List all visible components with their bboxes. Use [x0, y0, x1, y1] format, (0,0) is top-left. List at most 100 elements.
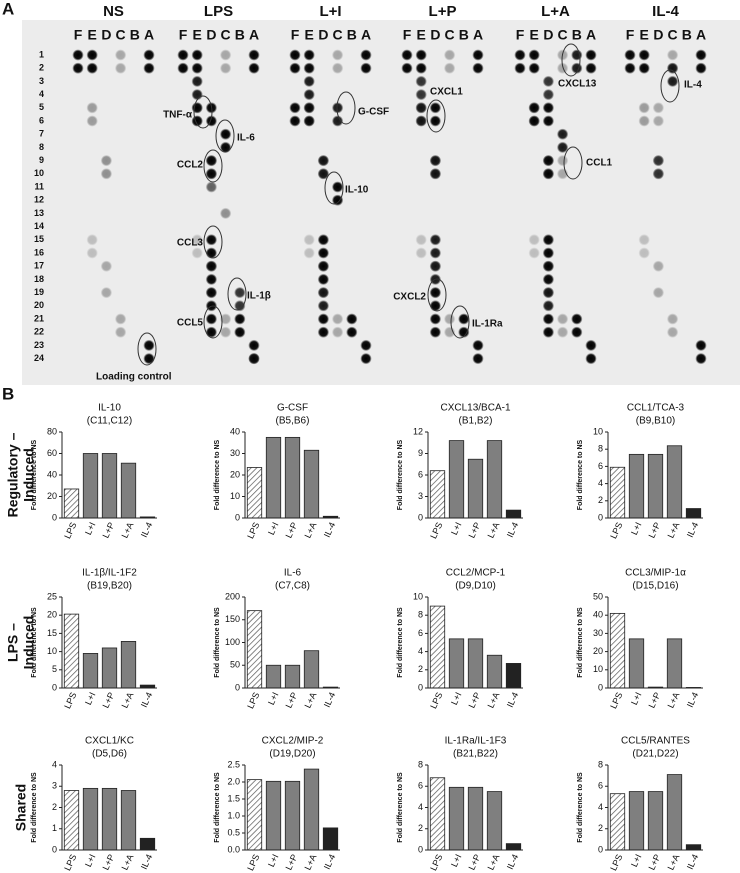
blot-spot: [220, 326, 232, 338]
blot-spot: [360, 353, 372, 365]
bar: [505, 663, 522, 689]
lane-label: C: [333, 27, 343, 43]
blot-spot: [528, 62, 540, 74]
blot-spot: [542, 247, 554, 259]
blot-spot: [528, 234, 540, 246]
bar: [685, 844, 702, 851]
y-tick-label: 6: [598, 781, 603, 791]
annotation: IL-1Ra: [472, 319, 503, 330]
y-tick-label: 40: [593, 610, 603, 620]
x-tick-label: L+I: [449, 691, 463, 707]
chart-title: IL-6: [284, 568, 302, 579]
chart-subtitle: (D15,D16): [632, 581, 678, 592]
annotation: CXCL1: [430, 87, 463, 98]
blot-spot: [585, 62, 597, 74]
row-label: 2: [39, 63, 44, 73]
blot-spot: [248, 339, 260, 351]
annotation: IL-4: [684, 80, 702, 91]
lane-label: F: [291, 27, 300, 43]
chart-title: IL-1β/IL-1F2: [82, 568, 137, 579]
y-axis-label: Fold difference to NS: [31, 439, 38, 510]
y-tick-label: 2: [418, 664, 423, 674]
blot-spot: [115, 313, 127, 325]
bar: [265, 780, 282, 851]
bar: [486, 654, 503, 689]
blot-spot: [638, 49, 650, 61]
x-tick-label: LPS: [608, 853, 624, 873]
bar: [120, 641, 137, 689]
y-axis-label: Fold difference to NS: [214, 607, 221, 678]
blot-spot: [317, 313, 329, 325]
lane-label: F: [74, 27, 83, 43]
row-label: 17: [34, 261, 44, 271]
chart-subtitle: (B21,B22): [453, 749, 498, 760]
annotation: TNF-α: [163, 110, 193, 121]
blot-spot: [115, 49, 127, 61]
blot-spot: [317, 326, 329, 338]
blot-spot: [205, 234, 217, 246]
blot-spot: [86, 102, 98, 114]
x-tick-label: L+P: [467, 521, 483, 540]
x-tick-label: L+A: [486, 853, 502, 872]
blot-spot: [528, 247, 540, 259]
x-tick-label: IL-4: [322, 691, 338, 709]
bar: [246, 467, 263, 519]
blot-spot: [100, 260, 112, 272]
x-tick-label: L+A: [486, 691, 502, 710]
bar: [429, 605, 446, 689]
bar: [685, 508, 702, 519]
x-tick-label: IL-4: [139, 853, 155, 871]
x-tick-label: LPS: [428, 691, 444, 711]
x-tick-label: L+I: [266, 691, 280, 707]
y-tick-label: 2.0: [227, 776, 240, 786]
chart-subtitle: (C11,C12): [87, 416, 132, 427]
annotation-circle: [450, 305, 470, 339]
bar: [486, 440, 503, 519]
blot-spot: [100, 168, 112, 180]
y-tick-label: 4: [52, 759, 57, 769]
bar: [448, 440, 465, 519]
y-tick-label: 60: [47, 448, 57, 458]
annotation: CCL1: [586, 158, 613, 169]
bar: [82, 453, 99, 519]
blot-spot: [289, 115, 301, 127]
blot-spot: [317, 287, 329, 299]
blot-spot: [542, 234, 554, 246]
blot-spot: [667, 75, 679, 87]
blot-spot: [472, 353, 484, 365]
y-axis-label: Fold difference to NS: [31, 607, 38, 678]
y-tick-label: 2: [598, 823, 603, 833]
lane-label: B: [572, 27, 582, 43]
lane-label: E: [305, 27, 314, 43]
blot-spot: [514, 49, 526, 61]
lane-label: E: [193, 27, 202, 43]
y-tick-label: 6: [418, 781, 423, 791]
chart-title: G-CSF: [277, 403, 308, 414]
lane-label: E: [640, 27, 649, 43]
blot-spot: [571, 326, 583, 338]
x-tick-label: L+A: [120, 853, 136, 872]
blot-spot: [429, 300, 441, 312]
y-axis-label: Fold difference to NS: [214, 772, 221, 843]
y-tick-label: 50: [230, 660, 240, 670]
lane-label: B: [459, 27, 469, 43]
y-tick-label: 40: [47, 469, 57, 479]
y-tick-label: 0: [235, 682, 240, 692]
x-tick-label: L+P: [467, 853, 483, 872]
blot-spot: [317, 168, 329, 180]
lane-label: D: [318, 27, 328, 43]
blot-spot: [429, 168, 441, 180]
lane-label: A: [249, 27, 259, 43]
blot-spot: [444, 313, 456, 325]
row-label: 1: [39, 49, 44, 59]
y-tick-label: 10: [413, 591, 423, 601]
blot-spot: [528, 49, 540, 61]
x-tick-label: L+P: [647, 521, 663, 540]
blot-spot: [360, 49, 372, 61]
annotation: IL-1β: [247, 291, 271, 302]
x-tick-label: L+P: [101, 521, 117, 540]
blot-spot: [234, 326, 246, 338]
bar: [284, 664, 301, 689]
blot-spot: [303, 247, 315, 259]
chart-title: IL-1Ra/IL-1F3: [445, 736, 507, 747]
